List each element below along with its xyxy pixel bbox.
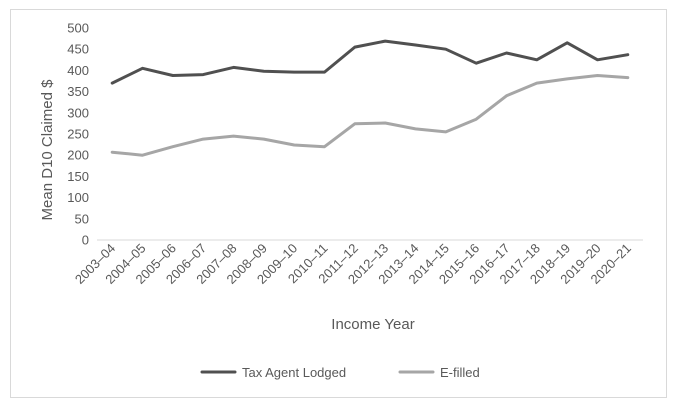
y-tick-label: 50 (75, 211, 89, 226)
chart-frame (10, 9, 667, 398)
legend-label: E-filled (440, 365, 480, 380)
y-tick-label: 400 (67, 63, 89, 78)
y-tick-label: 150 (67, 169, 89, 184)
y-tick-label: 350 (67, 84, 89, 99)
y-axis-ticks: 0 50 100 150 200 250 300 350 400 450 500 (67, 21, 89, 248)
legend-label: Tax Agent Lodged (242, 365, 346, 380)
y-axis-title: Mean D10 Claimed $ (39, 79, 56, 221)
y-tick-label: 300 (67, 105, 89, 120)
y-tick-label: 0 (82, 233, 89, 248)
series-lines (110, 39, 630, 157)
series-line-tax-agent-lodged (110, 39, 630, 85)
y-tick-label: 450 (67, 42, 89, 57)
series-line-e-filled (110, 74, 630, 157)
x-axis-title: Income Year (331, 316, 414, 333)
legend: Tax Agent Lodged E-filled (200, 365, 480, 380)
y-tick-label: 100 (67, 190, 89, 205)
y-tick-label: 500 (67, 21, 89, 36)
x-axis-ticks: 2003–042004–052005–062006–072007–082008–… (72, 241, 634, 287)
y-tick-label: 250 (67, 127, 89, 142)
y-tick-label: 200 (67, 148, 89, 163)
